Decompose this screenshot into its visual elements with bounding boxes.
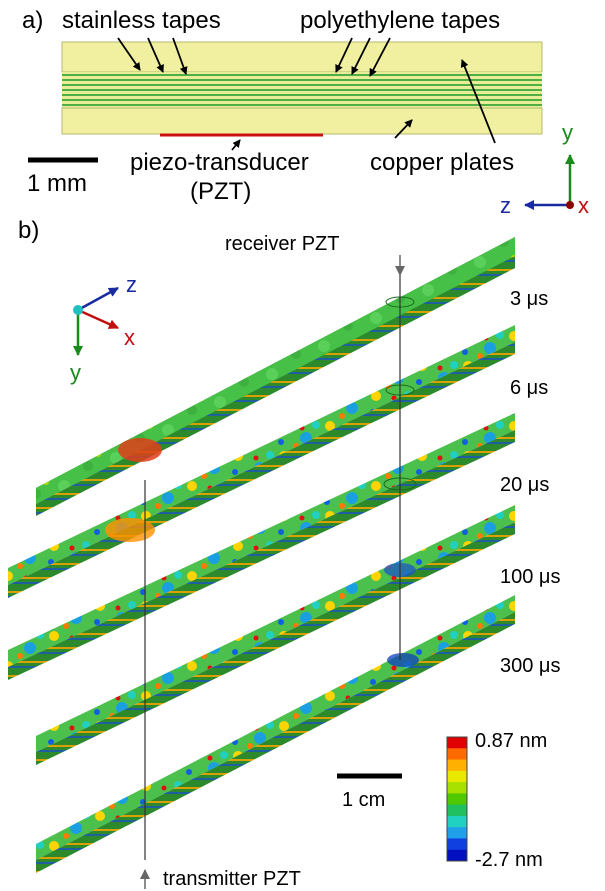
slab-300us: [36, 595, 515, 873]
colorbar-frame: [446, 736, 468, 862]
slab-100us: [36, 505, 515, 765]
copper-plate-bottom: [61, 107, 543, 135]
scalebar-b-label: 1 cm: [342, 789, 385, 811]
axis-b-x: x: [124, 325, 135, 350]
layered-stack: [61, 41, 543, 137]
colorbar-segment: [447, 770, 467, 783]
slab-3us: [36, 237, 515, 516]
time-labels: 3 μs 6 μs 20 μs 100 μs 300 μs: [500, 288, 560, 677]
copper-plates-label: copper plates: [370, 149, 514, 176]
slab-6us: [8, 325, 515, 598]
axis-b-z: z: [126, 272, 137, 297]
colorbar-segment: [447, 748, 467, 761]
pzt-label-line1: piezo-transducer: [130, 149, 309, 176]
scalebar-a-label: 1 mm: [27, 170, 87, 197]
colorbar: [446, 736, 468, 862]
pzt-label-line2: (PZT): [190, 178, 251, 205]
colorbar-segment: [447, 849, 467, 862]
copper-plate-top: [61, 41, 543, 73]
panel-a-label: a): [22, 7, 43, 34]
pzt-connection-lines: [144, 275, 401, 860]
panel-b-label: b): [18, 217, 39, 244]
hotspot-3us: [118, 438, 162, 462]
time-label-300us: 300 μs: [500, 655, 560, 677]
polyethylene-tapes-label: polyethylene tapes: [300, 7, 500, 34]
receiver-pzt-label: receiver PZT: [225, 233, 339, 255]
colorbar-min-label: -2.7 nm: [475, 849, 543, 871]
hotspot-6us: [105, 518, 155, 542]
colorbar-segment: [447, 827, 467, 839]
colorbar-segment: [447, 804, 467, 817]
colorbar-segment: [447, 815, 467, 828]
colorbar-segment: [447, 782, 467, 794]
axes-a: y z x: [500, 120, 589, 218]
transmitter-pzt-label: transmitter PZT: [163, 868, 301, 890]
axis-a-x: x: [578, 193, 589, 218]
panel-a-pointer-arrows: [117, 37, 496, 151]
colorbar-segment: [447, 759, 467, 772]
colorbar-segment: [447, 793, 467, 806]
colorbar-max-label: 0.87 nm: [475, 730, 547, 752]
axis-a-y: y: [562, 120, 573, 145]
time-label-100us: 100 μs: [500, 566, 560, 588]
axis-a-z: z: [500, 193, 511, 218]
stainless-tapes-label: stainless tapes: [62, 7, 221, 34]
axis-b-y: y: [70, 360, 81, 385]
time-label-6us: 6 μs: [510, 377, 548, 399]
colorbar-segment: [447, 737, 467, 749]
axes-b: z x y: [70, 272, 137, 385]
time-label-20us: 20 μs: [500, 474, 549, 496]
time-label-3us: 3 μs: [510, 288, 548, 310]
stainless-tape-lines: [62, 74, 542, 106]
colorbar-segment: [447, 838, 467, 851]
